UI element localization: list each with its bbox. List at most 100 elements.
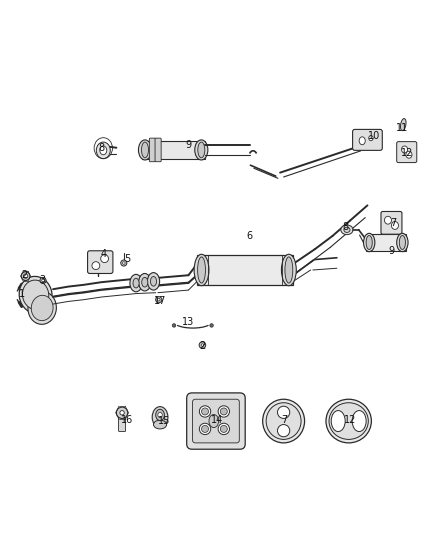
Ellipse shape [152, 407, 168, 427]
Text: 5: 5 [124, 254, 131, 264]
Polygon shape [197, 255, 293, 285]
Ellipse shape [263, 399, 304, 443]
Text: 16: 16 [121, 415, 134, 425]
Ellipse shape [121, 260, 127, 266]
Ellipse shape [201, 425, 208, 432]
Text: 7: 7 [391, 218, 397, 228]
Text: 6: 6 [247, 231, 253, 241]
Ellipse shape [278, 406, 290, 418]
Text: 14: 14 [211, 415, 223, 425]
Ellipse shape [209, 415, 219, 427]
Ellipse shape [120, 410, 124, 415]
Ellipse shape [42, 279, 44, 282]
FancyBboxPatch shape [381, 212, 402, 234]
FancyBboxPatch shape [119, 417, 126, 432]
FancyBboxPatch shape [187, 393, 245, 449]
Text: 12: 12 [344, 415, 356, 425]
Text: 11: 11 [396, 123, 409, 133]
Ellipse shape [218, 423, 230, 434]
Ellipse shape [157, 298, 160, 301]
Ellipse shape [96, 142, 110, 159]
Ellipse shape [198, 142, 205, 158]
Ellipse shape [400, 118, 406, 131]
Ellipse shape [21, 272, 30, 280]
Text: 15: 15 [158, 416, 171, 426]
Ellipse shape [220, 408, 227, 415]
Ellipse shape [155, 297, 162, 303]
Ellipse shape [100, 146, 107, 155]
Ellipse shape [199, 423, 211, 434]
FancyBboxPatch shape [149, 138, 155, 161]
Ellipse shape [344, 227, 350, 232]
Ellipse shape [402, 146, 408, 153]
Ellipse shape [133, 278, 139, 288]
Text: 8: 8 [343, 222, 349, 232]
Ellipse shape [218, 406, 230, 417]
Text: 9: 9 [185, 140, 191, 150]
Ellipse shape [195, 140, 208, 160]
Ellipse shape [31, 295, 53, 321]
FancyBboxPatch shape [88, 251, 113, 273]
Ellipse shape [139, 273, 151, 291]
Ellipse shape [23, 274, 28, 278]
Ellipse shape [266, 403, 301, 439]
Ellipse shape [155, 409, 164, 421]
Ellipse shape [150, 277, 156, 286]
Text: 13: 13 [182, 317, 194, 327]
FancyBboxPatch shape [397, 142, 417, 163]
Polygon shape [141, 141, 205, 159]
Ellipse shape [19, 277, 52, 313]
Ellipse shape [326, 399, 371, 443]
Text: 2: 2 [199, 341, 205, 351]
Ellipse shape [282, 254, 296, 286]
Ellipse shape [138, 140, 152, 160]
Text: 1: 1 [18, 288, 25, 298]
Text: 8: 8 [98, 143, 104, 153]
Text: 12: 12 [401, 148, 413, 158]
Ellipse shape [199, 342, 206, 349]
Text: 9: 9 [389, 246, 395, 256]
FancyBboxPatch shape [353, 130, 382, 150]
Ellipse shape [92, 262, 100, 270]
Ellipse shape [201, 344, 204, 346]
Ellipse shape [331, 410, 345, 432]
Ellipse shape [40, 277, 46, 284]
Ellipse shape [366, 236, 372, 249]
Ellipse shape [341, 225, 353, 235]
Ellipse shape [130, 274, 142, 292]
Text: 17: 17 [154, 296, 166, 306]
Ellipse shape [278, 425, 290, 437]
Ellipse shape [397, 233, 408, 252]
Ellipse shape [359, 137, 365, 144]
Ellipse shape [153, 420, 166, 429]
Ellipse shape [172, 324, 176, 327]
Ellipse shape [117, 407, 128, 418]
Ellipse shape [406, 151, 412, 158]
Text: 2: 2 [21, 270, 28, 280]
Ellipse shape [194, 254, 209, 286]
Ellipse shape [198, 257, 205, 283]
Ellipse shape [201, 408, 208, 415]
FancyBboxPatch shape [193, 399, 239, 443]
Ellipse shape [148, 272, 159, 290]
Ellipse shape [142, 277, 148, 287]
FancyBboxPatch shape [155, 138, 161, 161]
Ellipse shape [199, 406, 211, 417]
Ellipse shape [329, 403, 368, 439]
Ellipse shape [101, 255, 109, 263]
Text: 3: 3 [39, 276, 45, 286]
Text: 4: 4 [100, 249, 106, 259]
Ellipse shape [28, 292, 57, 325]
Ellipse shape [392, 222, 399, 229]
Ellipse shape [285, 257, 293, 283]
Ellipse shape [22, 280, 49, 310]
Text: 7: 7 [281, 415, 288, 425]
Ellipse shape [364, 233, 375, 252]
Ellipse shape [123, 262, 125, 264]
Polygon shape [366, 234, 406, 251]
Ellipse shape [141, 142, 148, 158]
Ellipse shape [210, 324, 213, 327]
Ellipse shape [158, 413, 162, 417]
Ellipse shape [352, 410, 366, 432]
Ellipse shape [220, 425, 227, 432]
